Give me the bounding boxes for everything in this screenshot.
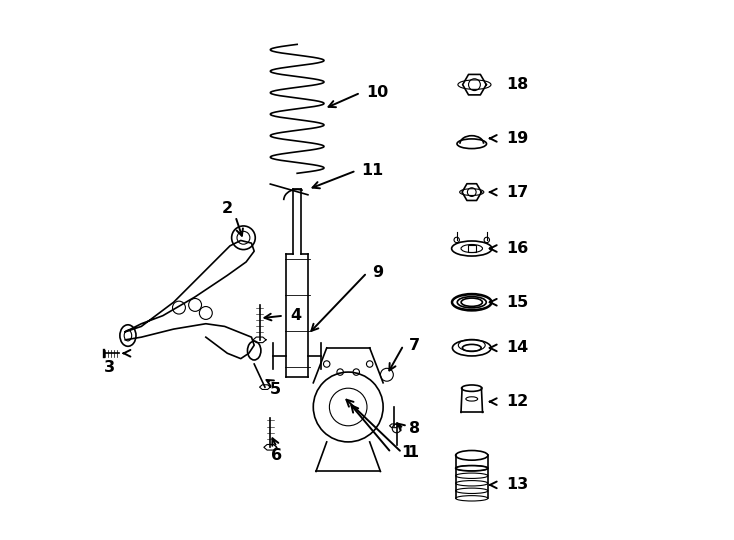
Text: 10: 10: [366, 85, 388, 100]
Text: 16: 16: [506, 241, 529, 256]
Bar: [468, 245, 476, 252]
Text: 6: 6: [271, 448, 283, 463]
Text: 17: 17: [506, 185, 529, 200]
Text: 5: 5: [270, 382, 281, 397]
Text: 9: 9: [372, 265, 383, 280]
Text: 15: 15: [506, 295, 529, 310]
Text: 2: 2: [222, 201, 233, 215]
Text: 13: 13: [506, 477, 529, 492]
Text: 11: 11: [362, 163, 384, 178]
Text: 12: 12: [506, 394, 529, 409]
Text: 1: 1: [401, 445, 412, 460]
Text: 14: 14: [506, 340, 529, 355]
Text: 4: 4: [291, 308, 302, 323]
Text: 19: 19: [506, 131, 529, 146]
Text: 18: 18: [506, 77, 529, 92]
Text: 7: 7: [409, 338, 420, 353]
Text: 8: 8: [409, 421, 420, 436]
Text: 1: 1: [407, 445, 418, 460]
Text: 3: 3: [103, 360, 115, 375]
